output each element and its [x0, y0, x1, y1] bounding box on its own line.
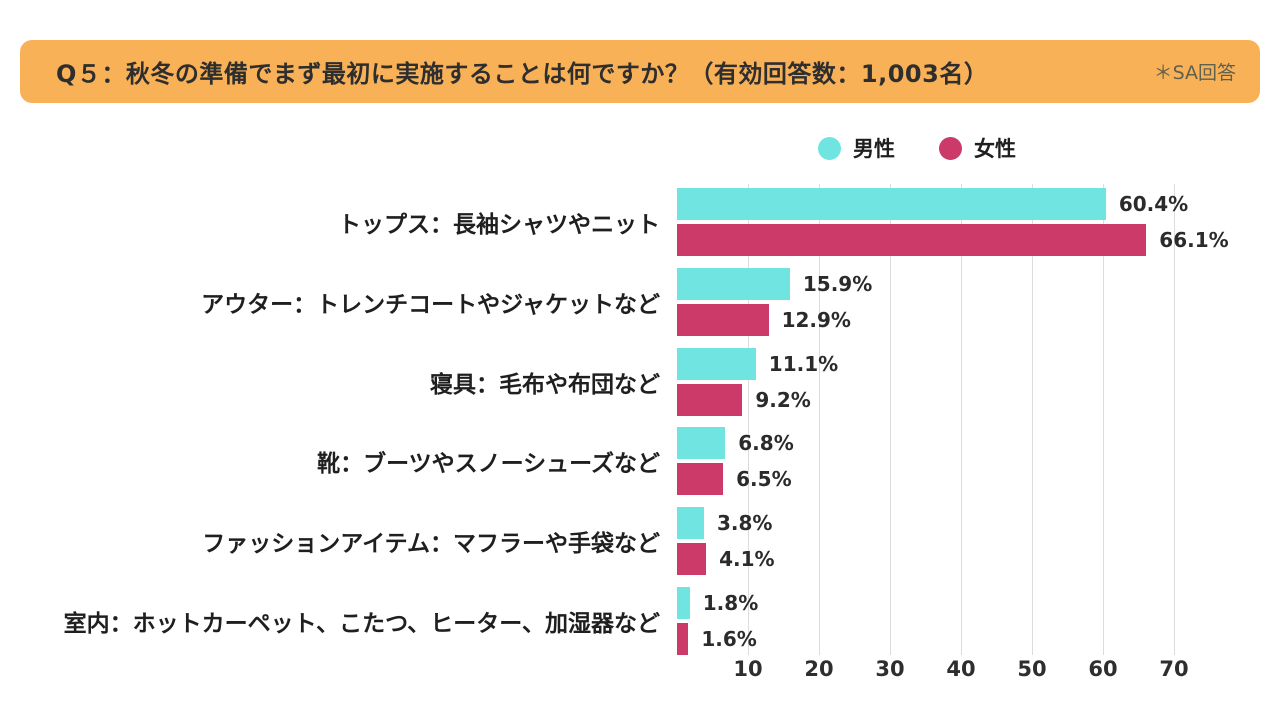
bar-female-3: [677, 463, 724, 496]
value-label-male-3: 6.8%: [738, 431, 794, 456]
gridline-50: [1032, 184, 1033, 655]
question-banner: Q５：秋冬の準備でまず最初に実施することは何ですか？（有効回答数：1,003名）…: [20, 40, 1260, 103]
bar-female-5: [677, 623, 689, 655]
bar-female-2: [677, 383, 743, 416]
category-label: 室内：ホットカーペット、こたつ、ヒーター、加湿器など: [63, 611, 660, 637]
value-label-female-4: 4.1%: [719, 547, 775, 572]
gridline-10: [748, 184, 749, 655]
bar-female-4: [677, 543, 707, 576]
legend-label-female: 女性: [974, 137, 1016, 161]
gridline-70: [1174, 184, 1175, 655]
category-label: 靴：ブーツやスノーシューズなど: [317, 451, 660, 478]
bar-male-4: [677, 507, 704, 540]
bar-male-2: [677, 347, 756, 380]
gridline-60: [1103, 184, 1104, 655]
value-label-female-5: 1.6%: [701, 627, 757, 651]
bar-male-3: [677, 427, 726, 460]
x-tick-10: 10: [733, 657, 763, 681]
category-label: アウター：トレンチコートやジャケットなど: [201, 291, 660, 318]
x-tick-20: 20: [804, 657, 834, 681]
value-label-female-3: 6.5%: [736, 467, 792, 492]
x-tick-70: 70: [1159, 657, 1189, 681]
value-label-female-0: 66.1%: [1159, 228, 1229, 252]
sa-answer-note: ＊SA回答: [1153, 62, 1236, 84]
category-label: トップス：長袖シャツやニット: [338, 212, 660, 238]
value-label-female-1: 12.9%: [781, 307, 851, 332]
value-label-male-2: 11.1%: [768, 351, 839, 376]
legend-label-male: 男性: [853, 137, 895, 161]
bar-male-0: [677, 188, 1106, 220]
legend-item-male: 男性: [818, 133, 895, 163]
x-tick-40: 40: [946, 657, 976, 681]
x-tick-60: 60: [1088, 657, 1118, 681]
bar-male-1: [677, 267, 790, 300]
gridline-40: [961, 184, 962, 655]
bar-female-0: [677, 224, 1147, 256]
question-title: Q５：秋冬の準備でまず最初に実施することは何ですか？（有効回答数：1,003名）: [56, 60, 989, 88]
gridline-30: [890, 184, 891, 655]
value-label-male-4: 3.8%: [716, 511, 773, 536]
value-label-male-0: 60.4%: [1118, 192, 1189, 216]
x-tick-30: 30: [875, 657, 905, 681]
category-label: ファッションアイテム：マフラーや手袋など: [202, 531, 660, 558]
value-label-male-1: 15.9%: [802, 271, 873, 296]
legend-item-female: 女性: [939, 133, 1016, 163]
value-label-female-2: 9.2%: [755, 387, 811, 412]
bar-male-5: [677, 587, 690, 619]
female-color-dot-icon: [939, 136, 962, 160]
category-label: 寝具：毛布や布団など: [430, 371, 660, 398]
male-color-dot-icon: [818, 136, 841, 160]
value-label-male-5: 1.8%: [702, 591, 759, 615]
x-tick-50: 50: [1017, 657, 1047, 681]
chart-legend: 男性 女性: [818, 133, 1016, 163]
gridline-20: [819, 184, 820, 655]
bar-female-1: [677, 303, 769, 336]
